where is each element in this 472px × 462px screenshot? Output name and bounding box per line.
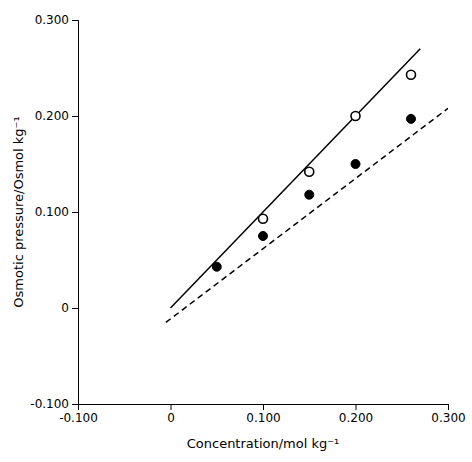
chart: -0.100 0 0.100 0.200 0.300 -0.100 0 0.100 0.200 0…: [0, 0, 472, 462]
y-axis-title: Osmotic pressure/Osmol kg⁻¹: [11, 116, 26, 307]
plot: -0.100 0 0.100 0.200 0.300 -0.100 0 0.100 0.200 0…: [30, 13, 465, 424]
y-axis: -0.100 0 0.100 0.200 0.300: [30, 13, 78, 411]
y-tick: 0: [61, 301, 78, 315]
y-tick: 0.300: [35, 13, 78, 27]
point: [212, 262, 221, 271]
x-axis-title: Concentration/mol kg⁻¹: [187, 436, 340, 451]
x-tick-label: 0.100: [246, 411, 280, 425]
point: [259, 232, 268, 241]
y-tick: 0.200: [35, 109, 78, 123]
x-tick-mark: [356, 404, 357, 410]
open-point: [259, 214, 268, 223]
y-tick-mark: [72, 212, 78, 213]
line: [171, 49, 421, 308]
y-tick-mark: [72, 20, 78, 21]
x-tick: 0.100: [246, 404, 280, 425]
open-point: [407, 70, 416, 79]
x-tick-mark: [171, 404, 172, 410]
x-tick: 0.200: [339, 404, 373, 425]
x-axis-line: [79, 405, 449, 411]
y-tick-label: -0.100: [30, 397, 69, 411]
y-tick-label: 0.300: [35, 13, 69, 27]
x-tick-label: 0.200: [339, 411, 373, 425]
point: [305, 190, 314, 199]
x-tick-mark: [448, 404, 449, 410]
marks: [166, 49, 448, 323]
x-tick-label: 0.300: [431, 411, 465, 425]
x-tick: 0: [167, 404, 175, 425]
y-tick-label: 0: [61, 301, 69, 315]
line: [166, 108, 448, 322]
y-tick-mark: [72, 116, 78, 117]
points: [212, 114, 415, 271]
point: [407, 114, 416, 123]
x-axis: -0.100 0 0.100 0.200 0.300: [59, 404, 466, 425]
point: [351, 160, 360, 169]
y-tick-label: 0.100: [35, 205, 69, 219]
y-tick-mark: [72, 308, 78, 309]
open-point: [305, 167, 314, 176]
y-tick-mark: [72, 404, 78, 405]
open-point: [351, 112, 360, 121]
y-tick: -0.100: [30, 397, 78, 411]
y-tick: 0.100: [35, 205, 78, 219]
x-tick: 0.300: [431, 404, 465, 425]
x-tick-label: 0: [167, 411, 175, 425]
y-axis-line: [72, 21, 79, 405]
y-tick-label: 0.200: [35, 109, 69, 123]
points: [259, 70, 416, 223]
x-tick-mark: [263, 404, 264, 410]
x-tick-label: -0.100: [59, 411, 98, 425]
